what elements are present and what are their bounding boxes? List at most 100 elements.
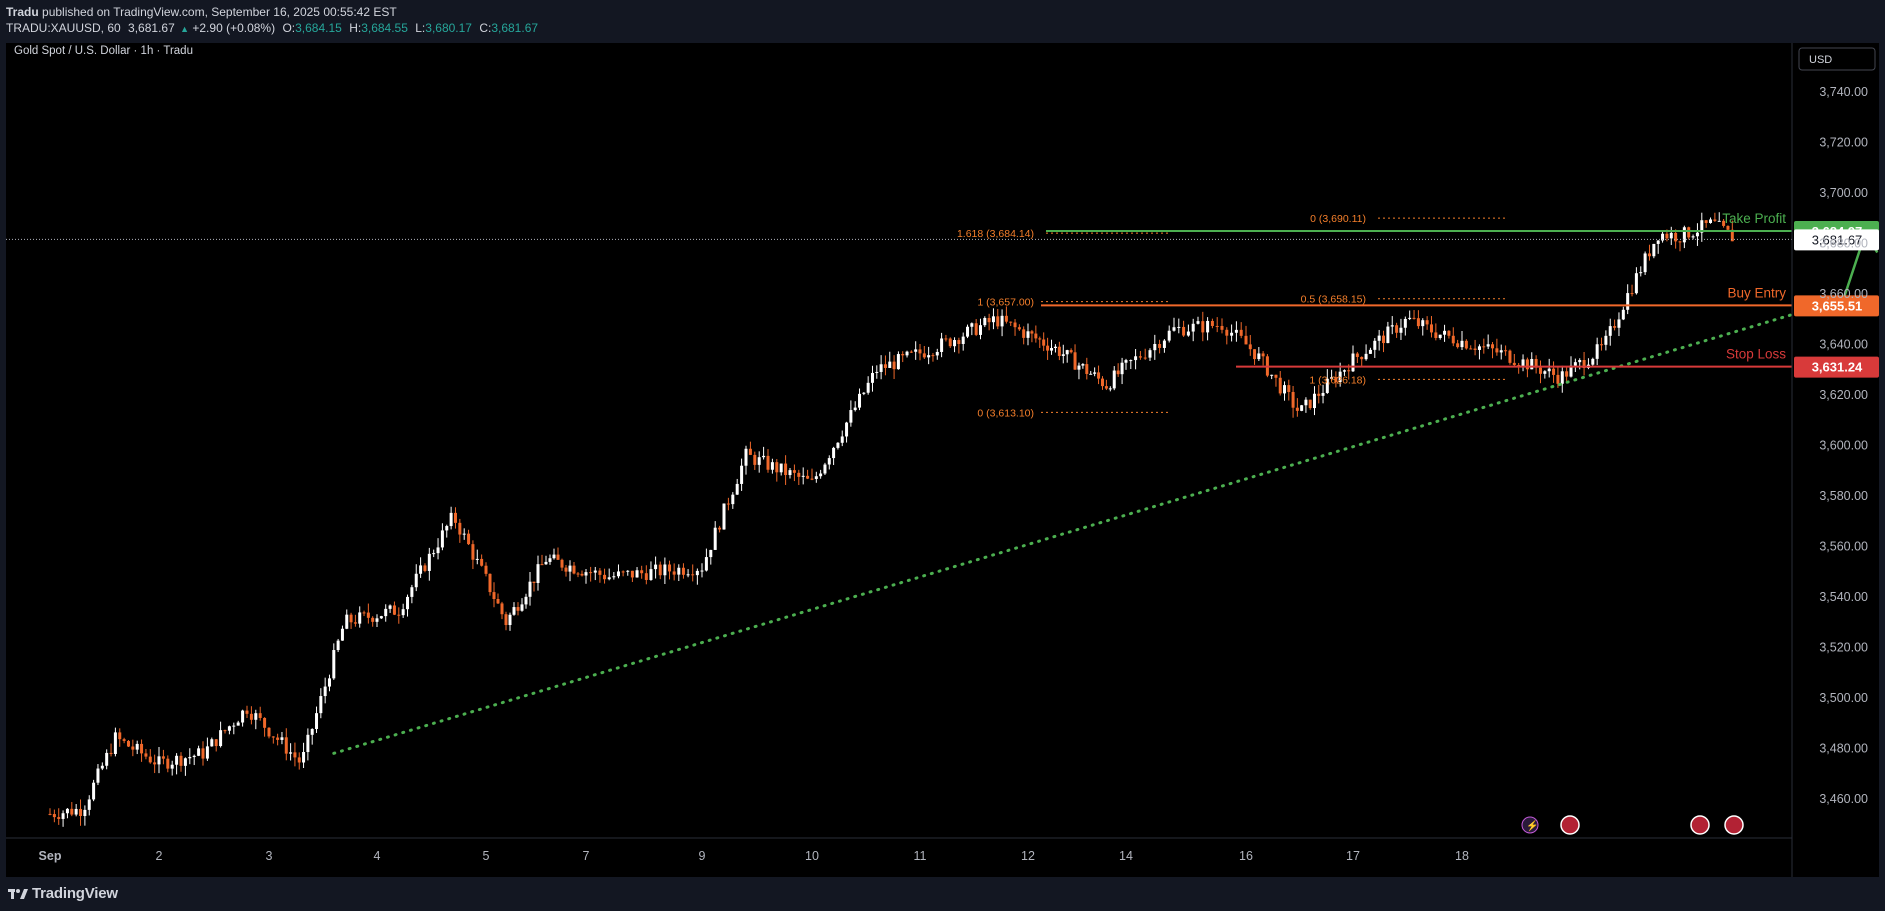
candle-body xyxy=(1695,232,1699,237)
candle-body xyxy=(1270,374,1274,376)
candle-body xyxy=(731,494,735,505)
candle-body xyxy=(1482,346,1486,348)
event-icons[interactable]: ⚡ xyxy=(1521,815,1744,835)
candle-body xyxy=(388,605,392,609)
candle-body xyxy=(336,640,340,651)
candle-body xyxy=(462,533,466,535)
lightning-glyph: ⚡ xyxy=(1526,819,1538,832)
candle-body xyxy=(1569,365,1573,377)
candle-body xyxy=(589,572,593,574)
candle-body xyxy=(584,572,588,576)
us-flag-icon[interactable] xyxy=(1560,815,1580,835)
levels-layer: Take Profit3,684.97Buy Entry3,655.51Stop… xyxy=(1041,211,1879,378)
us-flag-icon[interactable] xyxy=(1724,815,1744,835)
candle-body xyxy=(1726,225,1730,230)
candle-body xyxy=(1722,220,1726,226)
candle-body xyxy=(735,483,739,495)
candle-body xyxy=(576,573,580,575)
candle-body xyxy=(1434,332,1438,338)
candle-body xyxy=(1069,350,1073,353)
candle-body xyxy=(1257,353,1261,360)
candle-body xyxy=(840,436,844,443)
candle-body xyxy=(779,463,783,473)
candle-body xyxy=(166,758,170,769)
candle-body xyxy=(1034,333,1038,339)
candle-body xyxy=(901,354,905,356)
publisher-name[interactable]: Tradu xyxy=(6,5,39,19)
x-tick-label: 4 xyxy=(374,849,381,863)
candle-body xyxy=(866,382,870,393)
currency-label[interactable]: USD xyxy=(1809,54,1832,66)
candle-body xyxy=(568,565,572,572)
candle-body xyxy=(1473,348,1477,350)
candle-body xyxy=(1412,317,1416,319)
candle-body xyxy=(340,628,344,641)
x-tick-label: 12 xyxy=(1021,849,1035,863)
chart-area[interactable]: 1.618 (3,684.14) 1 (3,657.00) 0 (3,613.10)… xyxy=(6,43,1879,877)
candle-body xyxy=(1552,368,1556,375)
candle-body xyxy=(762,455,766,458)
candle-body xyxy=(827,458,831,465)
candle-body xyxy=(1709,219,1713,223)
candle-body xyxy=(131,746,135,750)
candle-body xyxy=(1342,370,1346,372)
us-flag-icon[interactable] xyxy=(1690,815,1710,835)
price-chart[interactable]: 1.618 (3,684.14) 1 (3,657.00) 0 (3,613.10)… xyxy=(6,43,1879,877)
candle-body xyxy=(1124,360,1128,363)
candle-body xyxy=(1201,321,1205,333)
y-tick-label: 3,600.00 xyxy=(1819,438,1868,452)
candle-body xyxy=(1112,370,1116,389)
candle-body xyxy=(1661,233,1665,241)
candle-body xyxy=(957,340,961,344)
candle-body xyxy=(1674,232,1678,242)
candle-body xyxy=(1000,315,1004,327)
candle-body xyxy=(1196,321,1200,324)
candle-body xyxy=(362,612,366,614)
candle-body xyxy=(757,457,761,465)
y-tick-label: 3,620.00 xyxy=(1819,388,1868,402)
candle-body xyxy=(1312,393,1316,409)
candle-body xyxy=(607,577,611,580)
candle-body xyxy=(1499,350,1503,353)
candle-body xyxy=(327,678,331,687)
x-tick-label: 18 xyxy=(1455,849,1469,863)
candle-body xyxy=(1013,322,1017,328)
tradingview-logo[interactable]: TradingView xyxy=(8,885,118,902)
candle-body xyxy=(57,817,61,819)
candle-body xyxy=(109,752,113,754)
x-tick-label: 9 xyxy=(699,849,706,863)
candle-body xyxy=(1634,273,1638,294)
candle-body xyxy=(1508,350,1512,363)
candle-body xyxy=(310,729,314,735)
candle-body xyxy=(520,604,524,611)
candle-body xyxy=(414,573,418,588)
lightning-icon[interactable] xyxy=(1521,816,1539,834)
candle-body xyxy=(823,464,827,474)
candle-body xyxy=(1669,232,1673,239)
y-tick-label: 3,480.00 xyxy=(1819,741,1868,755)
candle-body xyxy=(1351,353,1355,372)
candle-body xyxy=(379,616,383,619)
y-tick-label: 3,740.00 xyxy=(1819,85,1868,99)
candle-body xyxy=(144,753,148,757)
candle-body xyxy=(1038,338,1042,340)
candle-body xyxy=(1191,323,1195,332)
open-label: O: xyxy=(282,21,296,35)
candle-body xyxy=(695,570,699,576)
currency-box[interactable] xyxy=(1798,47,1876,71)
candle-body xyxy=(254,713,258,720)
candle-body xyxy=(888,361,892,368)
candle-body xyxy=(70,808,74,815)
candle-body xyxy=(1377,335,1381,341)
candle-body xyxy=(775,462,779,473)
candle-body xyxy=(1220,325,1224,330)
candle-body xyxy=(492,592,496,600)
candle-body xyxy=(214,739,218,747)
candle-body xyxy=(1053,346,1057,349)
candle-body xyxy=(1022,329,1026,338)
candle-body xyxy=(753,454,757,465)
candle-body xyxy=(319,696,323,714)
x-tick-label: 14 xyxy=(1119,849,1133,863)
candle-body xyxy=(1717,220,1721,222)
candle-body xyxy=(1647,253,1651,257)
